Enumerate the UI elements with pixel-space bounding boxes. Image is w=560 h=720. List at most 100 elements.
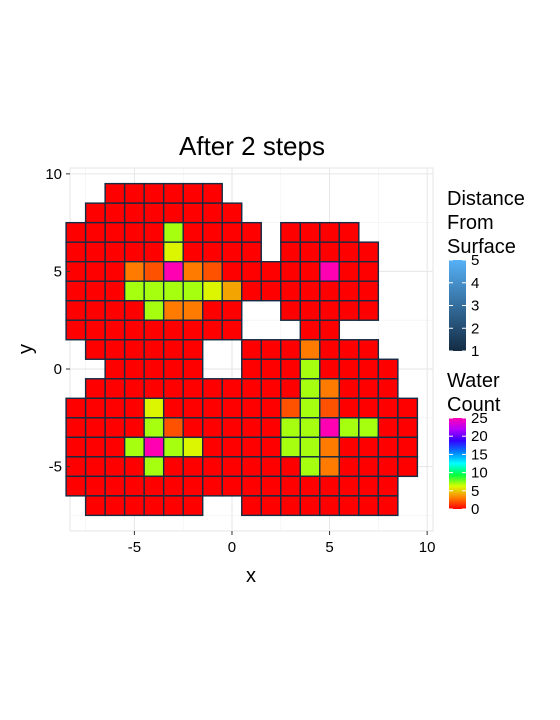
heatmap-cell — [319, 436, 341, 458]
heatmap-cell — [280, 495, 301, 517]
legend-title: Distance — [447, 188, 525, 210]
heatmap-cell — [84, 378, 106, 399]
heatmap-cell — [221, 260, 243, 282]
heatmap-cell — [319, 241, 341, 263]
heatmap-cell — [260, 417, 282, 439]
heatmap-cell — [182, 182, 204, 204]
heatmap-cell — [221, 280, 243, 302]
heatmap-cell — [377, 495, 399, 517]
heatmap-cell — [84, 339, 106, 360]
heatmap-cell — [65, 475, 87, 497]
heatmap-cell — [338, 456, 360, 478]
legend-label: 10 — [471, 465, 488, 482]
heatmap-cell — [182, 319, 204, 341]
heatmap-cell — [221, 319, 243, 341]
heatmap-cell — [143, 475, 165, 497]
heatmap-cell — [162, 241, 184, 263]
heatmap-cell — [299, 241, 321, 263]
heatmap-cell — [338, 358, 360, 380]
heatmap-cell — [104, 436, 126, 458]
heatmap-cell — [65, 280, 87, 302]
heatmap-cell — [202, 436, 223, 458]
heatmap-cell — [143, 241, 165, 263]
heatmap-cell — [280, 241, 301, 263]
heatmap-cell — [241, 475, 262, 497]
heatmap-cell — [162, 260, 184, 282]
legend-label: 25 — [471, 410, 488, 427]
heatmap-cell — [104, 280, 126, 302]
heatmap-cell — [104, 319, 126, 341]
heatmap-cell — [221, 417, 243, 439]
heatmap-cell — [143, 358, 165, 380]
heatmap-cell — [358, 417, 380, 439]
legend-colorbar — [449, 418, 466, 509]
heatmap-cell — [104, 339, 126, 360]
heatmap-cell — [358, 358, 380, 380]
heatmap-cell — [123, 241, 145, 263]
heatmap-cell — [338, 300, 360, 321]
heatmap-cell — [202, 319, 223, 341]
heatmap-cell — [104, 417, 126, 439]
heatmap-cell — [104, 260, 126, 282]
heatmap-cell — [123, 378, 145, 399]
heatmap-cell — [221, 436, 243, 458]
heatmap-cells — [65, 182, 419, 517]
heatmap-cell — [84, 417, 106, 439]
legend-label: 4 — [471, 275, 479, 292]
heatmap-cell — [338, 397, 360, 419]
y-axis-title: y — [15, 344, 37, 354]
heatmap-cell — [162, 221, 184, 243]
heatmap-cell — [221, 456, 243, 478]
heatmap-cell — [104, 397, 126, 419]
heatmap-cell — [221, 221, 243, 243]
x-tick-label: -5 — [128, 539, 141, 556]
heatmap-cell — [319, 300, 341, 321]
heatmap-cell — [377, 475, 399, 497]
legend-label: 0 — [471, 501, 479, 518]
heatmap-cell — [123, 475, 145, 497]
heatmap-cell — [377, 417, 399, 439]
heatmap-cell — [182, 495, 204, 517]
heatmap-cell — [123, 300, 145, 321]
heatmap-cell — [241, 339, 262, 360]
heatmap-cell — [143, 280, 165, 302]
heatmap-cell — [104, 300, 126, 321]
heatmap-cell — [358, 280, 380, 302]
heatmap-cell — [241, 397, 262, 419]
heatmap-cell — [338, 436, 360, 458]
heatmap-cell — [377, 397, 399, 419]
heatmap-cell — [143, 300, 165, 321]
heatmap-cell — [104, 358, 126, 380]
heatmap-cell — [221, 241, 243, 263]
heatmap-cell — [280, 280, 301, 302]
heatmap-cell — [221, 475, 243, 497]
heatmap-cell — [338, 475, 360, 497]
heatmap-cell — [84, 456, 106, 478]
legend-colorbar — [449, 260, 466, 351]
heatmap-cell — [377, 436, 399, 458]
heatmap-cell — [65, 221, 87, 243]
heatmap-cell — [319, 397, 341, 419]
heatmap-cell — [280, 358, 301, 380]
heatmap-cell — [241, 260, 262, 282]
heatmap-cell — [84, 475, 106, 497]
legend-label: 5 — [471, 483, 479, 500]
heatmap-cell — [299, 417, 321, 439]
heatmap-cell — [104, 202, 126, 224]
heatmap-cell — [319, 358, 341, 380]
heatmap-cell — [182, 221, 204, 243]
heatmap-cell — [202, 182, 223, 204]
heatmap-cell — [280, 300, 301, 321]
heatmap-cell — [221, 202, 243, 224]
heatmap-cell — [358, 436, 380, 458]
heatmap-cell — [319, 475, 341, 497]
heatmap-cell — [182, 260, 204, 282]
heatmap-cell — [84, 202, 106, 224]
heatmap-cell — [65, 319, 87, 341]
heatmap-cell — [299, 339, 321, 360]
legend-label: 1 — [471, 343, 479, 360]
heatmap-cell — [162, 436, 184, 458]
y-tick-label: 0 — [54, 361, 62, 378]
heatmap-cell — [84, 397, 106, 419]
